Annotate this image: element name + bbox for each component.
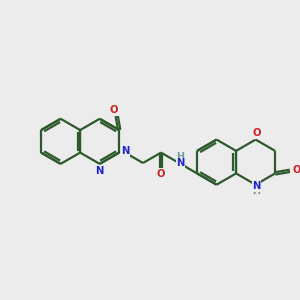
- Text: O: O: [156, 169, 165, 179]
- Text: H: H: [253, 188, 260, 196]
- Text: O: O: [292, 165, 300, 175]
- Text: O: O: [253, 128, 261, 138]
- Text: H: H: [176, 152, 184, 161]
- Text: N: N: [95, 166, 103, 176]
- Text: N: N: [252, 181, 261, 191]
- Text: N: N: [122, 146, 130, 156]
- Text: N: N: [176, 158, 185, 168]
- Text: O: O: [110, 105, 118, 115]
